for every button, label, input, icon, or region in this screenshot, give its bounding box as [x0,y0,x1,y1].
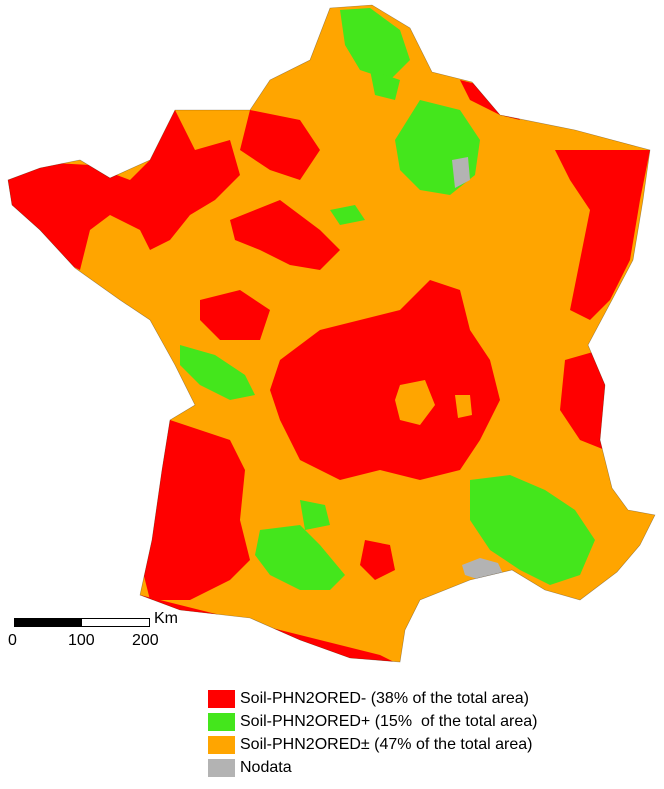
legend-item-red: Soil-PHN2ORED- (38% of the total area) [208,687,537,710]
legend-label-nodata: Nodata [240,758,292,776]
red-region-normandy [240,110,320,180]
red-region-northeast [555,150,650,320]
red-region-alps [560,350,610,450]
green-region-north [340,8,410,80]
legend-swatch-nodata [208,758,235,777]
map-regions [8,8,650,662]
legend-label-red: Soil-PHN2ORED- (38% of the total area) [240,689,529,707]
green-region-picardy [370,70,400,100]
scale-unit-label: Km [154,610,178,627]
legend-swatch-orange [208,735,235,754]
france-map [7,4,656,663]
legend-item-green: Soil-PHN2ORED+ (15% of the total area) [208,710,537,733]
orange-island-1 [395,380,435,425]
red-region-massif-central [270,280,500,480]
legend-label-orange: Soil-PHN2ORED± (47% of the total area) [240,735,533,753]
scale-tick-200: 200 [132,632,159,649]
red-region-loire [230,200,340,270]
green-region-languedoc [255,525,345,590]
scale-bar-black-segment [15,619,82,626]
red-region-provence [360,540,395,580]
legend-item-orange: Soil-PHN2ORED± (47% of the total area) [208,733,537,756]
nodata-region-champagne [452,157,470,188]
legend: Soil-PHN2ORED- (38% of the total area) S… [208,687,537,779]
green-region-rhone-south [470,475,595,585]
red-region-center-west [200,290,270,340]
legend-swatch-green [208,712,235,731]
orange-island-2 [455,395,472,418]
legend-label-green: Soil-PHN2ORED+ (15% of the total area) [240,712,538,730]
map-svg [7,4,656,663]
legend-item-nodata: Nodata [208,756,537,779]
red-region-west-coast [140,420,250,600]
red-region-brittany [8,110,240,270]
green-region-vendee [180,345,255,400]
scale-bar [14,618,150,627]
legend-swatch-red [208,689,235,708]
scale-bar-white-segment [82,619,149,626]
green-region-aquitaine [300,500,330,530]
scale-tick-0: 0 [8,632,17,649]
green-region-bassin [330,205,365,225]
scale-tick-100: 100 [68,632,95,649]
